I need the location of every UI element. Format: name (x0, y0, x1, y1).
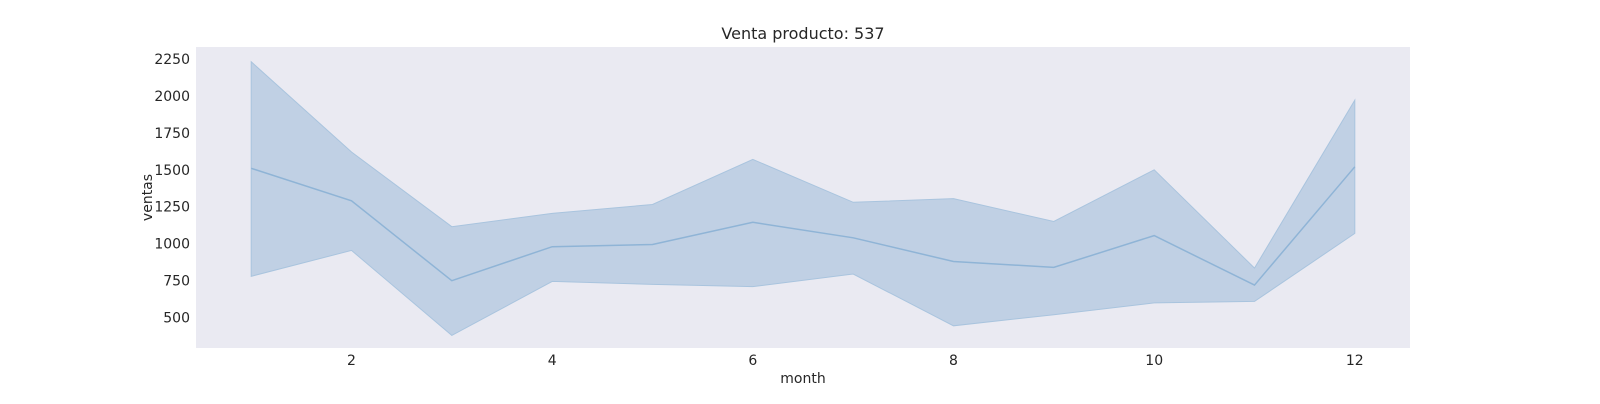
x-axis-ticks: 2 4 6 8 10 12 (347, 353, 1364, 369)
x-tick-label: 12 (1346, 353, 1364, 369)
series-line-layer (250, 166, 1356, 287)
y-tick-label: 1500 (154, 163, 190, 179)
chart-title: Venta producto: 537 (721, 24, 884, 43)
x-tick-label: 8 (949, 353, 958, 369)
series-line-0 (250, 166, 1356, 287)
x-tick-label: 6 (748, 353, 757, 369)
y-axis-ticks: 500 750 1000 1250 1500 1750 2000 2250 (154, 52, 190, 327)
y-tick-label: 1000 (154, 237, 190, 253)
y-tick-label: 500 (163, 311, 190, 327)
y-axis-label: ventas (140, 174, 156, 221)
y-tick-label: 2000 (154, 89, 190, 105)
x-tick-label: 10 (1145, 353, 1163, 369)
confidence-band-layer (250, 60, 1356, 337)
y-tick-label: 1250 (154, 200, 190, 216)
x-tick-label: 4 (548, 353, 557, 369)
y-tick-label: 1750 (154, 126, 190, 142)
x-axis-label: month (780, 371, 825, 387)
x-tick-label: 2 (347, 353, 356, 369)
confidence-band-0 (250, 60, 1356, 337)
y-tick-label: 2250 (154, 52, 190, 68)
y-tick-label: 750 (163, 274, 190, 290)
